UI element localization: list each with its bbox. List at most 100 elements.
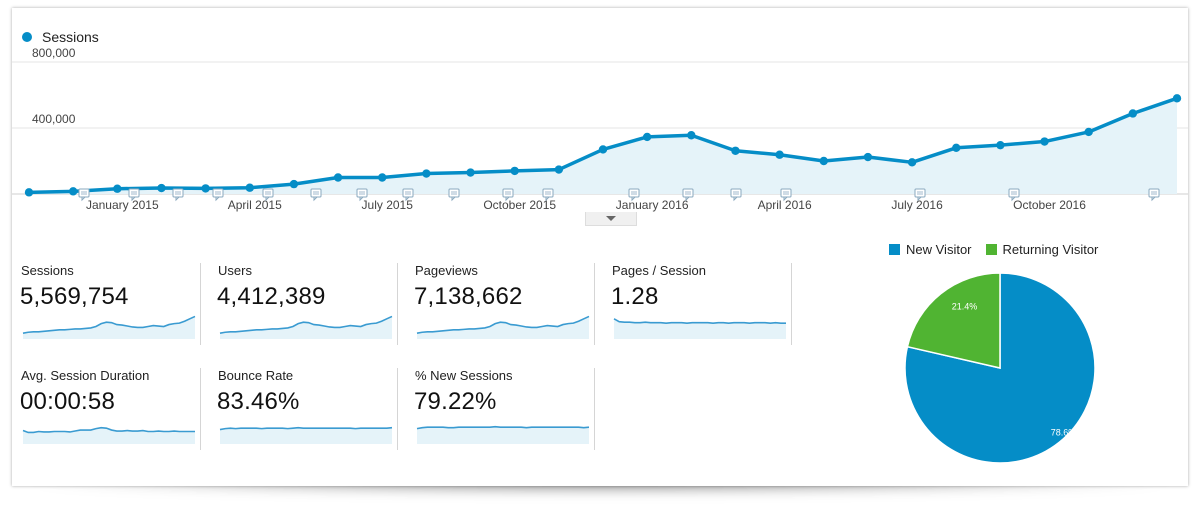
sessions-point[interactable] bbox=[245, 183, 254, 192]
metric-value: 5,569,754 bbox=[20, 283, 129, 310]
sessions-legend-label: Sessions bbox=[42, 29, 99, 45]
sessions-point[interactable] bbox=[466, 168, 475, 177]
pie-legend: New Visitor Returning Visitor bbox=[889, 242, 1112, 257]
pie-legend-item-new[interactable]: New Visitor bbox=[889, 242, 972, 257]
annotation-icon[interactable] bbox=[730, 188, 742, 202]
sessions-point[interactable] bbox=[907, 158, 917, 167]
sessions-point[interactable] bbox=[201, 184, 210, 193]
metric-value: 4,412,389 bbox=[217, 283, 326, 310]
metric-bounce-rate[interactable]: Bounce Rate 83.46% bbox=[209, 368, 398, 450]
metric-sparkline bbox=[416, 315, 590, 339]
metric-label: Bounce Rate bbox=[218, 368, 294, 383]
x-tick-label: October 2016 bbox=[1013, 198, 1086, 212]
sparkline-line bbox=[22, 315, 196, 334]
metric-sparkline bbox=[22, 315, 196, 339]
annotation-icon[interactable] bbox=[78, 188, 90, 202]
metric-label: Pages / Session bbox=[612, 263, 706, 278]
annotation-icon[interactable] bbox=[914, 188, 926, 202]
sessions-point[interactable] bbox=[24, 188, 34, 197]
x-tick-label: January 2015 bbox=[86, 198, 159, 212]
sessions-point[interactable] bbox=[157, 183, 166, 193]
sparkline-line bbox=[22, 426, 195, 434]
annotation-icon[interactable] bbox=[682, 188, 694, 202]
pie-slice-label: 78.6% bbox=[1051, 428, 1077, 438]
sparkline-area bbox=[417, 316, 589, 339]
annotation-icon[interactable] bbox=[212, 188, 224, 202]
metric-label: Sessions bbox=[21, 263, 74, 278]
sessions-point[interactable] bbox=[289, 179, 299, 189]
annotation-icon[interactable] bbox=[172, 188, 184, 202]
y-tick-label: 800,000 bbox=[32, 48, 76, 60]
sparkline-line bbox=[219, 426, 393, 431]
annotation-icon[interactable] bbox=[502, 188, 514, 202]
metric-pageviews[interactable]: Pageviews 7,138,662 bbox=[406, 263, 595, 345]
sessions-point[interactable] bbox=[598, 145, 608, 154]
pie-slice[interactable] bbox=[906, 272, 1001, 369]
sessions-point[interactable] bbox=[731, 146, 740, 155]
sessions-point[interactable] bbox=[333, 173, 343, 182]
sessions-point[interactable] bbox=[510, 166, 519, 176]
metric-sparkline bbox=[219, 426, 393, 444]
x-tick-label: July 2016 bbox=[891, 198, 943, 212]
annotation-icon[interactable] bbox=[542, 188, 554, 202]
collapse-chart-toggle[interactable] bbox=[585, 212, 637, 226]
sessions-point[interactable] bbox=[952, 143, 961, 152]
annotation-icon[interactable] bbox=[310, 188, 322, 202]
metric-value: 83.46% bbox=[217, 388, 300, 415]
sessions-point[interactable] bbox=[996, 140, 1005, 150]
metric-pages-per-session[interactable]: Pages / Session 1.28 bbox=[603, 263, 792, 345]
metric-label: Users bbox=[218, 263, 252, 278]
annotation-icon[interactable] bbox=[262, 188, 274, 202]
sparkline-line bbox=[219, 315, 393, 334]
analytics-overview-card: Sessions 800,000 400,000 January 2015 April… bbox=[12, 8, 1188, 486]
annotation-icon[interactable] bbox=[780, 188, 792, 202]
annotation-icon[interactable] bbox=[1008, 188, 1020, 202]
sessions-point[interactable] bbox=[1128, 109, 1138, 118]
sessions-point[interactable] bbox=[1084, 127, 1093, 137]
sparkline-line bbox=[416, 315, 590, 334]
sparkline-area bbox=[614, 318, 786, 339]
metric-label: % New Sessions bbox=[415, 368, 513, 383]
sessions-point[interactable] bbox=[554, 165, 564, 174]
sessions-legend[interactable]: Sessions bbox=[22, 29, 99, 45]
visitor-type-pie-chart[interactable]: 78.6% 21.4% bbox=[902, 270, 1098, 466]
x-tick-label: April 2016 bbox=[758, 198, 812, 212]
sessions-point[interactable] bbox=[863, 152, 873, 162]
pie-legend-label: New Visitor bbox=[906, 242, 972, 257]
sessions-point[interactable] bbox=[68, 187, 78, 196]
metric-value: 00:00:58 bbox=[20, 388, 116, 415]
annotation-icon[interactable] bbox=[356, 188, 368, 202]
sessions-point[interactable] bbox=[378, 173, 387, 182]
chevron-down-icon bbox=[606, 216, 616, 221]
sparkline-line bbox=[613, 318, 786, 324]
x-tick-label: January 2016 bbox=[616, 198, 689, 212]
sessions-point[interactable] bbox=[642, 132, 652, 142]
metric-sparkline bbox=[416, 425, 590, 444]
metric-avg-session-duration[interactable]: Avg. Session Duration 00:00:58 bbox=[12, 368, 201, 450]
metric-users[interactable]: Users 4,412,389 bbox=[209, 263, 398, 345]
pie-legend-label: Returning Visitor bbox=[1002, 242, 1099, 257]
y-tick-label: 400,000 bbox=[32, 112, 76, 126]
sessions-line-chart[interactable]: 800,000 400,000 January 2015 April 2015 July… bbox=[12, 48, 1188, 220]
metric-sessions[interactable]: Sessions 5,569,754 bbox=[12, 263, 201, 345]
sessions-area bbox=[29, 98, 1177, 194]
annotation-icon[interactable] bbox=[628, 188, 640, 202]
sessions-legend-dot bbox=[22, 32, 32, 42]
x-tick-label: July 2015 bbox=[362, 198, 414, 212]
sessions-point[interactable] bbox=[113, 184, 122, 193]
sessions-point[interactable] bbox=[819, 156, 828, 166]
sessions-point[interactable] bbox=[1040, 137, 1049, 146]
legend-swatch bbox=[985, 244, 997, 255]
sessions-point[interactable] bbox=[422, 169, 431, 178]
annotation-icon[interactable] bbox=[402, 188, 414, 202]
metric-label: Avg. Session Duration bbox=[21, 368, 150, 383]
sessions-point[interactable] bbox=[1172, 94, 1182, 103]
metric-new-sessions[interactable]: % New Sessions 79.22% bbox=[406, 368, 595, 450]
pie-legend-item-returning[interactable]: Returning Visitor bbox=[985, 242, 1099, 257]
annotation-icon[interactable] bbox=[1148, 188, 1160, 202]
annotation-icon[interactable] bbox=[128, 188, 140, 202]
legend-swatch bbox=[889, 244, 900, 255]
annotation-icon[interactable] bbox=[448, 188, 460, 202]
sessions-point[interactable] bbox=[775, 150, 784, 159]
sessions-point[interactable] bbox=[687, 131, 696, 140]
